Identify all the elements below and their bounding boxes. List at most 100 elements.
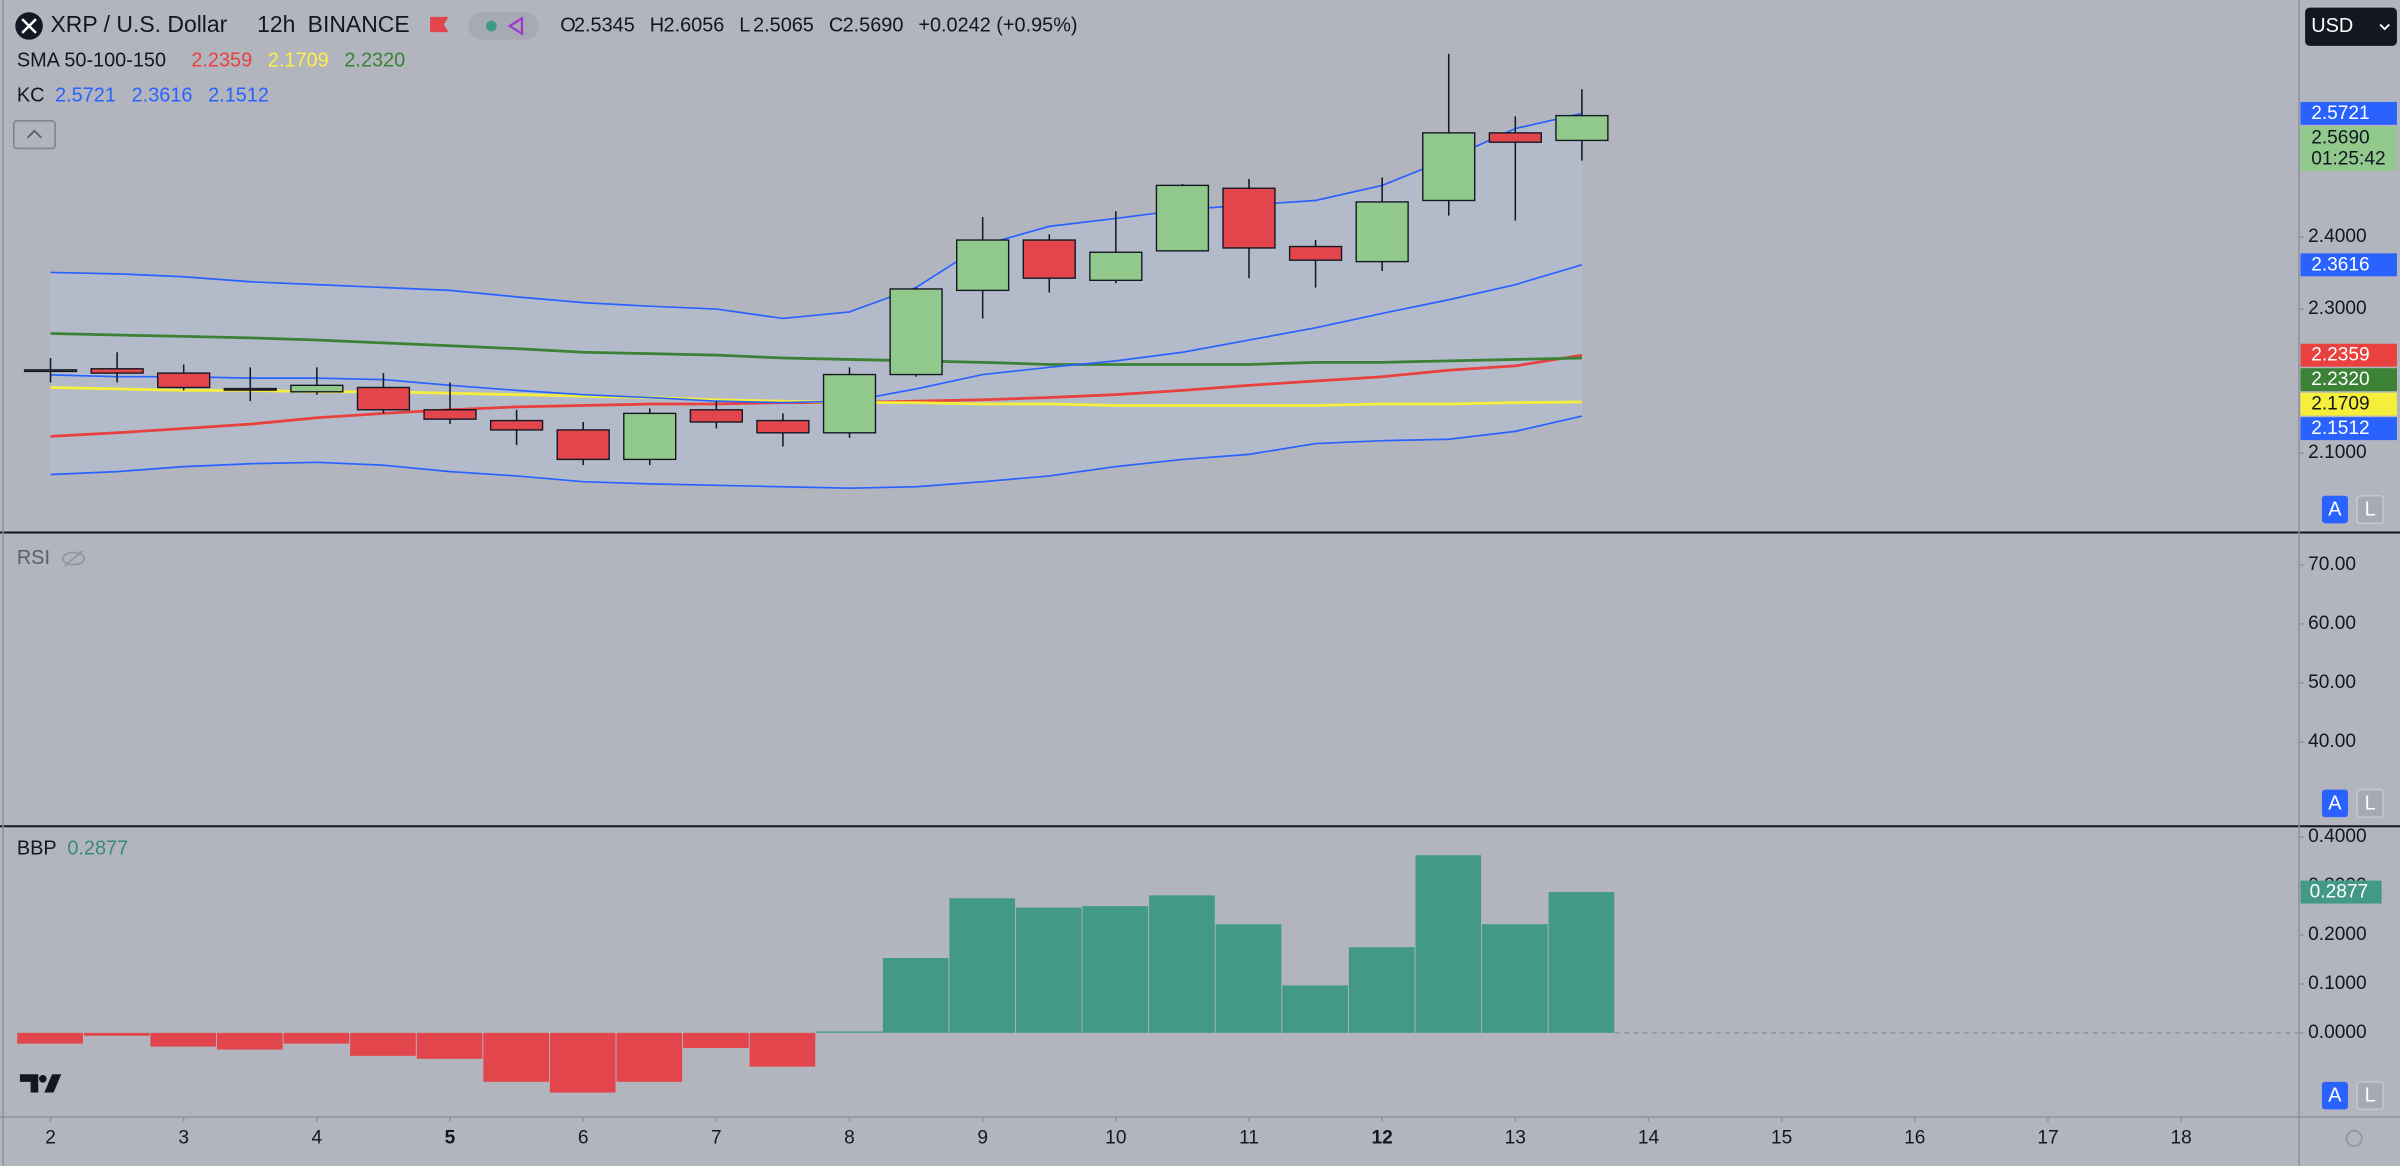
scale-button[interactable]: [2356, 495, 2384, 525]
price-badge-label: 2.1512: [2311, 418, 2369, 439]
ohlc-legend: O2.5345 H 2.6056 L 2.5065 C 2.5690 +0.0242 (+0.…: [560, 14, 1077, 36]
x-tick-label: 8: [844, 1128, 855, 1149]
bar: [17, 1032, 83, 1044]
collapse-button[interactable]: [13, 120, 56, 150]
y-tick-label: 70.00: [2308, 554, 2356, 575]
x-tick-label: 15: [1771, 1128, 1792, 1149]
scale-button-label: A: [2328, 1085, 2342, 1107]
indicator-line: [50, 415, 1583, 490]
brand-logo: [19, 1074, 62, 1093]
scale-button-label: L: [2365, 499, 2376, 521]
price-badge: [2300, 392, 2397, 416]
x-tick-label: 17: [2037, 1128, 2058, 1149]
symbol-name[interactable]: XRP / U.S. Dollar: [51, 11, 228, 37]
currency-label: USD: [2311, 15, 2353, 37]
x-tick-label: 2: [45, 1128, 56, 1149]
y-tick-label: 0.4000: [2308, 826, 2366, 847]
bar: [949, 898, 1016, 1033]
overlay-name[interactable]: SMA 50-100-150: [17, 49, 166, 71]
x-tick-label: 4: [312, 1128, 323, 1149]
brand-logo-dot: [39, 1074, 47, 1083]
scale-button[interactable]: [2356, 788, 2384, 818]
scale-button[interactable]: [2321, 789, 2348, 818]
bar: [549, 1032, 616, 1093]
candle-body: [1288, 245, 1343, 261]
candle-body: [689, 409, 744, 423]
price-change: +0.0242 (+0.95%): [918, 14, 1077, 36]
x-tick-label: 14: [1638, 1128, 1660, 1149]
x-tick-label: 13: [1505, 1128, 1526, 1149]
candle-body: [889, 288, 943, 376]
scale-button[interactable]: [2321, 495, 2348, 524]
bar: [1348, 947, 1415, 1033]
bar: [1482, 924, 1548, 1033]
bar: [1215, 924, 1282, 1033]
candle-body: [23, 369, 78, 373]
price-badge-label: 0.2877: [2310, 882, 2368, 903]
currency-caret: [2379, 23, 2390, 31]
legend-value: 2.2320: [344, 49, 405, 71]
price-badge: [2300, 880, 2382, 904]
candle-body: [1155, 184, 1210, 252]
ohlc-value: 2.5690: [843, 14, 904, 36]
scale-button-label: L: [2365, 792, 2376, 814]
status-dot: [485, 20, 497, 32]
price-badge: [2300, 368, 2397, 392]
legend-value: 2.5721: [55, 85, 116, 107]
ohlc-key: C: [829, 14, 843, 36]
interval[interactable]: 12h: [257, 11, 295, 37]
plot-layer: 2 3 4 5 6 7 8 9 10 11 12 13 14 15 16 17 18 2.2359 2.1709 2.…: [17, 49, 2397, 1149]
overlay-name[interactable]: KC: [17, 85, 45, 107]
indicator-line: [50, 263, 1583, 404]
scale-button-label: A: [2328, 499, 2342, 521]
price-badge-label: 2.3616: [2311, 254, 2369, 275]
bar: [816, 1031, 882, 1033]
candle-body: [556, 429, 610, 461]
price-badge-label: 2.5721: [2311, 103, 2369, 124]
y-tick-label: 60.00: [2308, 613, 2356, 634]
status-pill[interactable]: [468, 12, 539, 40]
y-tick-label: 0.2000: [2308, 924, 2366, 945]
x-tick-label: 16: [1904, 1128, 1925, 1149]
candle-body: [423, 409, 477, 420]
y-tick-label: 50.00: [2308, 672, 2356, 693]
channel-fill: [50, 113, 1582, 489]
candle-body: [223, 387, 277, 391]
currency-button[interactable]: [2305, 7, 2397, 46]
legend-value: 2.3616: [132, 85, 193, 107]
status-icon: [507, 16, 524, 36]
price-badge: [2300, 126, 2397, 171]
hidden-icon[interactable]: [61, 551, 85, 566]
scale-button[interactable]: [2321, 1081, 2348, 1110]
candle-body: [1422, 132, 1476, 202]
pane-title: RSI: [17, 547, 50, 569]
flag-icon[interactable]: [430, 16, 449, 33]
settings-icon[interactable]: [2345, 1130, 2363, 1147]
bar: [150, 1032, 217, 1047]
candle-body: [623, 412, 677, 461]
ohlc-key: L: [739, 14, 750, 36]
bar: [416, 1032, 483, 1059]
legend-value: 2.2359: [191, 49, 252, 71]
x-tick-label: 10: [1105, 1128, 1126, 1149]
scale-button[interactable]: [2356, 1081, 2384, 1111]
bar: [1082, 906, 1149, 1033]
legend-value: 2.1709: [268, 49, 329, 71]
price-badge: [2300, 417, 2397, 441]
bar: [1548, 892, 1615, 1033]
scale-button-label: L: [2365, 1085, 2376, 1107]
indicator-line: [50, 112, 1583, 320]
x-tick-label: 9: [977, 1128, 988, 1149]
price-badge-label: 2.2359: [2311, 345, 2369, 366]
bar: [616, 1032, 683, 1082]
header: XRP / U.S. Dollar 12h BINANCE O2.5345 H 2.…: [13, 11, 1078, 860]
hidden-icon-slash: [63, 550, 84, 567]
y-tick-label: 2.4000: [2308, 226, 2366, 247]
candle-body: [1355, 201, 1409, 263]
candle-body: [756, 419, 810, 434]
bar: [1415, 855, 1482, 1033]
exchange: BINANCE: [308, 11, 410, 37]
x-tick-label: 5: [445, 1128, 456, 1149]
price-badge: [2300, 253, 2397, 277]
